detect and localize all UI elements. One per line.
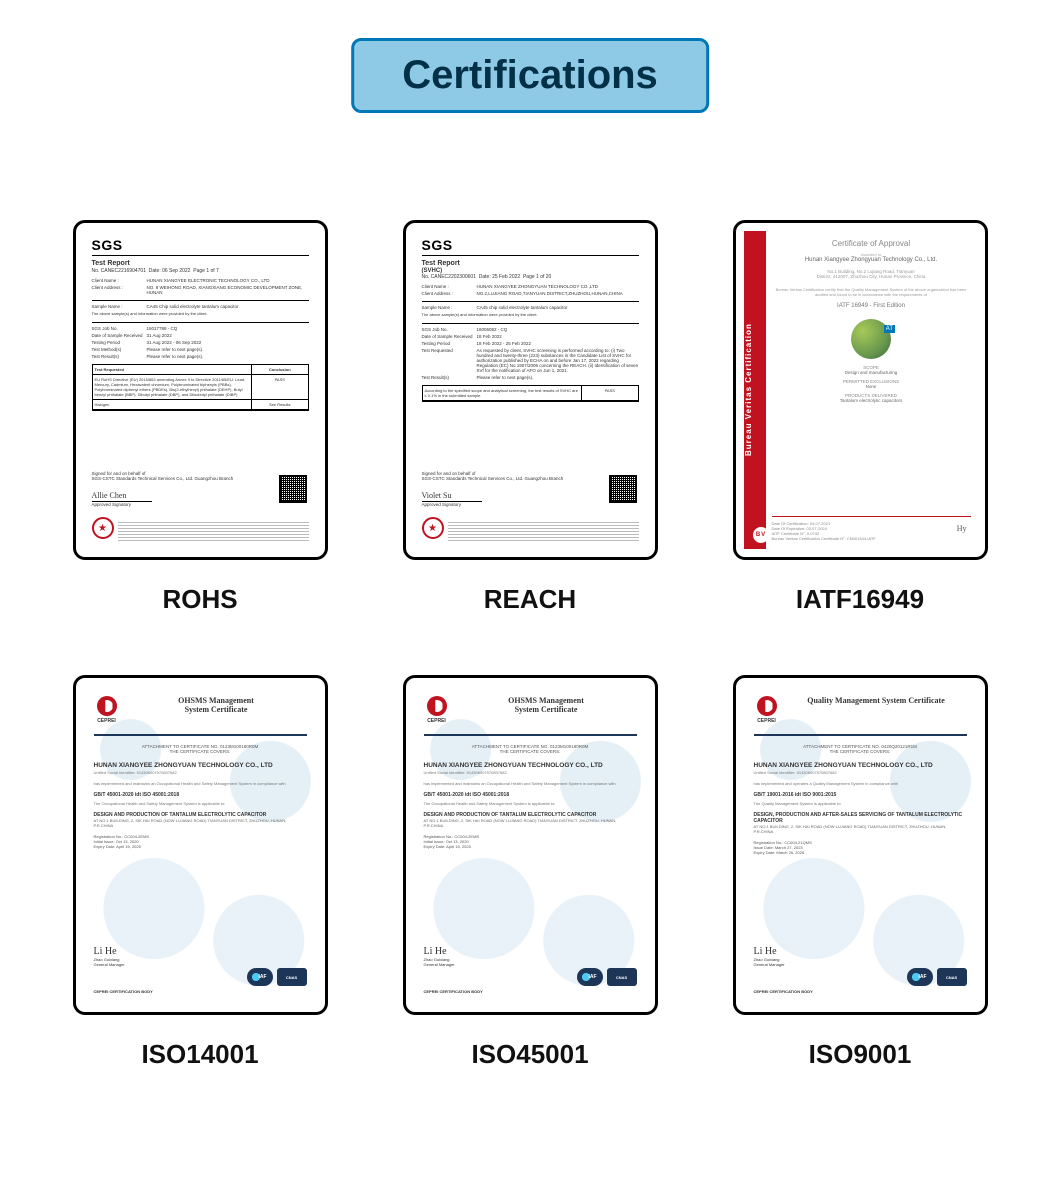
report-title: Test Report xyxy=(92,260,309,267)
doc-ceprei: CEPREI OHSMS ManagementSystem Certificat… xyxy=(84,686,317,1004)
sgs-logo: SGS xyxy=(92,237,309,256)
cert-label: ISO14001 xyxy=(141,1039,258,1070)
iatf-title: Certificate of Approval xyxy=(772,239,971,248)
cert-frame: SGS Test Report (SVHC) No. CANEC22023006… xyxy=(403,220,658,560)
cert-label: ISO9001 xyxy=(809,1039,912,1070)
cert-item-rohs: SGS Test Report No. CANEC2216904701 Date… xyxy=(70,220,330,615)
iaf-badge-icon: IAF xyxy=(577,968,603,986)
iaf-badge-icon: IAF xyxy=(247,968,273,986)
cert-item-iso45001: CEPREI OHSMS ManagementSystem Certificat… xyxy=(400,675,660,1070)
cert-label: ROHS xyxy=(162,584,237,615)
signature: Li He xyxy=(94,946,307,957)
result-table: According to the specified scope and ana… xyxy=(422,385,639,402)
ceprei-logo-icon: CEPREI xyxy=(424,696,450,724)
cert-item-iso14001: CEPREI OHSMS ManagementSystem Certificat… xyxy=(70,675,330,1070)
signature: Hy xyxy=(957,524,967,533)
signature: Violet Su xyxy=(422,491,639,500)
fineprint xyxy=(118,521,309,541)
signature: Allie Chen xyxy=(92,491,309,500)
ceprei-logo-icon: CEPREI xyxy=(754,696,780,724)
bv-logo-icon: BV xyxy=(753,527,769,543)
qr-icon xyxy=(609,475,637,503)
cert-frame: SGS Test Report No. CANEC2216904701 Date… xyxy=(73,220,328,560)
doc-ceprei: CEPREI Quality Management System Certifi… xyxy=(744,686,977,1004)
doc-ceprei: CEPREI OHSMS ManagementSystem Certificat… xyxy=(414,686,647,1004)
cert-grid: SGS Test Report No. CANEC2216904701 Date… xyxy=(70,220,990,1070)
cnas-badge-icon: CNAS xyxy=(277,968,307,986)
page-title: Certifications xyxy=(402,53,658,97)
ceprei-logo-icon: CEPREI xyxy=(94,696,120,724)
doc-iatf: Bureau Veritas Certification BV Certific… xyxy=(744,231,977,549)
cnas-badge-icon: CNAS xyxy=(607,968,637,986)
doc-sgs-reach: SGS Test Report (SVHC) No. CANEC22023006… xyxy=(414,231,647,549)
cert-label: IATF16949 xyxy=(796,584,924,615)
cert-frame: CEPREI OHSMS ManagementSystem Certificat… xyxy=(73,675,328,1015)
cert-item-iatf: Bureau Veritas Certification BV Certific… xyxy=(730,220,990,615)
result-table: Test RequestedConclusion EU RoHS Directi… xyxy=(92,364,309,411)
cert-frame: CEPREI Quality Management System Certifi… xyxy=(733,675,988,1015)
cnas-badge-icon: CNAS xyxy=(937,968,967,986)
cert-label: ISO45001 xyxy=(471,1039,588,1070)
fineprint xyxy=(448,521,639,541)
stamp-icon xyxy=(422,517,444,539)
page-title-box: Certifications xyxy=(351,38,709,113)
stamp-icon xyxy=(92,517,114,539)
qr-icon xyxy=(279,475,307,503)
globe-icon xyxy=(851,319,891,359)
cert-frame: CEPREI OHSMS ManagementSystem Certificat… xyxy=(403,675,658,1015)
doc-sgs-rohs: SGS Test Report No. CANEC2216904701 Date… xyxy=(84,231,317,549)
iaf-badge-icon: IAF xyxy=(907,968,933,986)
sgs-logo: SGS xyxy=(422,237,639,256)
cert-frame: Bureau Veritas Certification BV Certific… xyxy=(733,220,988,560)
iatf-sidebar: Bureau Veritas Certification BV xyxy=(744,231,766,549)
cert-item-reach: SGS Test Report (SVHC) No. CANEC22023006… xyxy=(400,220,660,615)
cert-item-iso9001: CEPREI Quality Management System Certifi… xyxy=(730,675,990,1070)
signature: Li He xyxy=(424,946,637,957)
signature: Li He xyxy=(754,946,967,957)
cert-label: REACH xyxy=(484,584,576,615)
